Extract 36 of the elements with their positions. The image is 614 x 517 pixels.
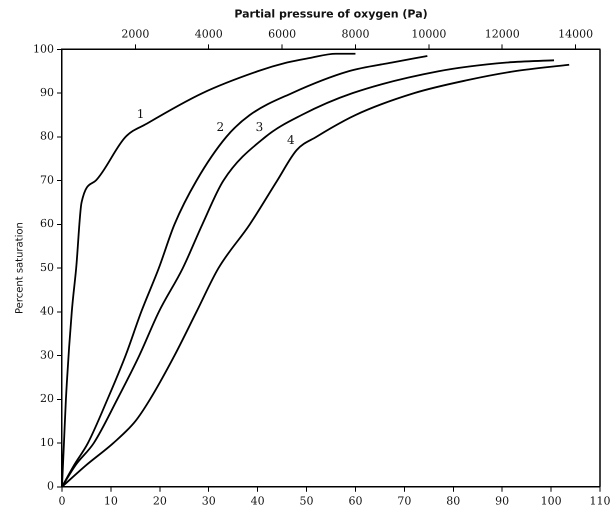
x-tick-label: 90 bbox=[495, 494, 510, 508]
x-tick-label: 80 bbox=[446, 494, 460, 508]
x-tick-label: 0 bbox=[58, 494, 66, 508]
annotation: 1 bbox=[136, 106, 144, 121]
annotation: 4 bbox=[286, 133, 295, 148]
y-tick-label: 60 bbox=[40, 217, 54, 230]
annotation: 2 bbox=[216, 120, 224, 134]
y-tick-label: 10 bbox=[40, 436, 54, 449]
annotation: 3 bbox=[256, 120, 264, 134]
y-tick-label: 100 bbox=[32, 42, 54, 56]
x-tick-label: 60 bbox=[348, 494, 362, 508]
x2-axis-title: Partial pressure of oxygen (Pa) bbox=[234, 7, 428, 20]
x2-tick-label: 12000 bbox=[484, 28, 520, 41]
x2-tick-label: 4000 bbox=[194, 28, 223, 41]
y-tick-label: 50 bbox=[40, 260, 54, 274]
x2-tick-label: 10000 bbox=[411, 28, 446, 41]
x2-tick-label: 6000 bbox=[268, 28, 296, 41]
x2-tick-label: 14000 bbox=[558, 28, 594, 41]
x-tick-label: 100 bbox=[540, 494, 562, 508]
x-tick-label: 30 bbox=[202, 494, 216, 508]
y-tick-label: 40 bbox=[40, 304, 54, 318]
y-tick-label: 20 bbox=[40, 392, 54, 406]
x-tick-label: 20 bbox=[152, 494, 167, 508]
x2-tick-label: 8000 bbox=[341, 28, 370, 41]
x-tick-label: 70 bbox=[397, 494, 412, 508]
y-tick-label: 0 bbox=[46, 480, 54, 493]
x-tick-label: 40 bbox=[250, 494, 265, 508]
y-tick-label: 30 bbox=[40, 348, 54, 362]
x2-tick-label: 2000 bbox=[121, 28, 150, 41]
y-tick-label: 90 bbox=[40, 86, 54, 99]
y-axis-title: Percent saturation bbox=[14, 222, 26, 314]
x-tick-label: 50 bbox=[300, 494, 314, 508]
y-tick-label: 70 bbox=[40, 173, 54, 186]
y-tick-label: 80 bbox=[40, 130, 54, 143]
x-tick-label: 10 bbox=[104, 494, 118, 508]
x-tick-label: 110 bbox=[590, 494, 610, 508]
